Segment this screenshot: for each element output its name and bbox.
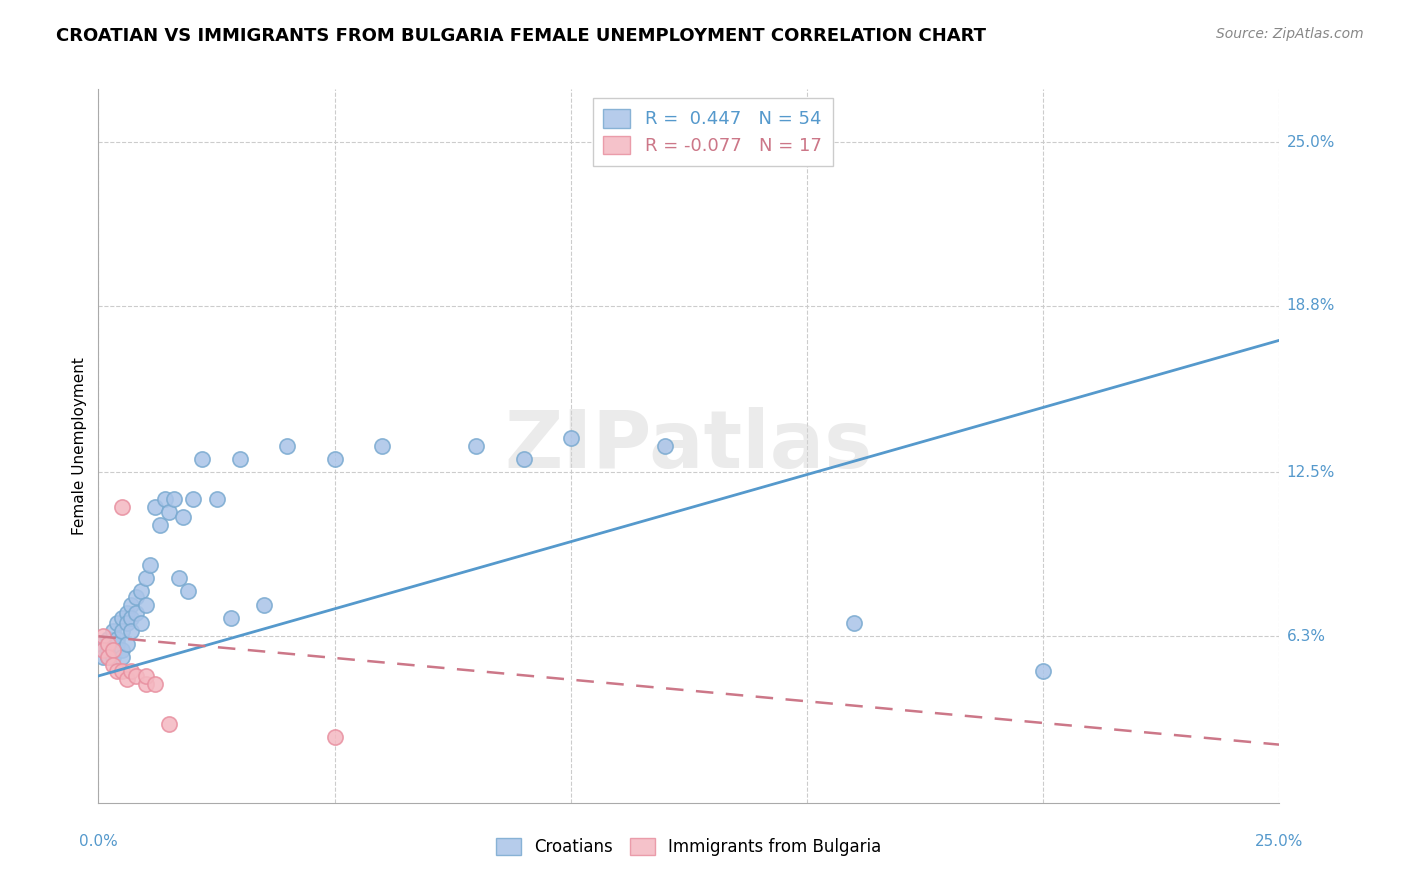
Point: [91, 637, 114, 651]
Point: [97, 650, 120, 665]
Text: Source: ZipAtlas.com: Source: ZipAtlas.com: [1216, 27, 1364, 41]
Point: [129, 584, 152, 599]
Point: [465, 439, 488, 453]
Point: [229, 452, 252, 467]
Point: [111, 650, 134, 665]
Point: [105, 664, 128, 678]
Point: [121, 664, 143, 678]
Point: [157, 716, 180, 731]
Point: [181, 491, 204, 506]
Point: [512, 452, 534, 467]
Point: [101, 637, 124, 651]
Point: [219, 611, 242, 625]
Point: [115, 637, 138, 651]
Point: [111, 624, 134, 638]
Point: [105, 616, 128, 631]
Point: [143, 500, 166, 514]
Point: [149, 518, 172, 533]
Point: [129, 616, 152, 631]
Point: [135, 598, 157, 612]
Point: [654, 439, 676, 453]
Text: 0.0%: 0.0%: [79, 834, 118, 849]
Point: [139, 558, 162, 572]
Point: [115, 606, 138, 620]
Point: [97, 642, 120, 657]
Point: [91, 650, 114, 665]
Y-axis label: Female Unemployment: Female Unemployment: [72, 357, 87, 535]
Point: [135, 677, 157, 691]
Text: 25.0%: 25.0%: [1286, 135, 1334, 150]
Point: [253, 598, 276, 612]
Point: [143, 677, 166, 691]
Point: [101, 624, 124, 638]
Point: [111, 642, 134, 657]
Point: [191, 452, 214, 467]
Point: [105, 637, 128, 651]
Point: [323, 730, 346, 744]
Point: [101, 642, 124, 657]
Point: [111, 500, 134, 514]
Text: 6.3%: 6.3%: [1286, 629, 1326, 644]
Point: [105, 632, 128, 646]
Point: [323, 452, 346, 467]
Point: [101, 650, 124, 665]
Point: [177, 584, 200, 599]
Point: [121, 598, 143, 612]
Point: [97, 650, 120, 665]
Point: [163, 491, 186, 506]
Point: [560, 431, 582, 445]
Point: [125, 590, 148, 604]
Point: [121, 624, 143, 638]
Point: [115, 672, 138, 686]
Point: [115, 616, 138, 631]
Text: 12.5%: 12.5%: [1286, 465, 1334, 480]
Point: [157, 505, 180, 519]
Text: ZIPatlas: ZIPatlas: [505, 407, 873, 485]
Point: [1032, 664, 1054, 678]
Point: [276, 439, 298, 453]
Point: [97, 637, 120, 651]
Point: [97, 637, 120, 651]
Point: [111, 664, 134, 678]
Point: [172, 510, 194, 524]
Point: [167, 571, 190, 585]
Point: [153, 491, 176, 506]
Point: [135, 571, 157, 585]
Point: [91, 642, 114, 657]
Point: [97, 632, 120, 646]
Point: [125, 606, 148, 620]
Text: 18.8%: 18.8%: [1286, 299, 1334, 313]
Point: [111, 611, 134, 625]
Point: [205, 491, 228, 506]
Point: [91, 629, 114, 643]
Point: [121, 611, 143, 625]
Point: [91, 642, 114, 657]
Point: [125, 669, 148, 683]
Point: [371, 439, 394, 453]
Point: [101, 658, 124, 673]
Point: [135, 669, 157, 683]
Point: [844, 616, 866, 631]
Legend: Croatians, Immigrants from Bulgaria: Croatians, Immigrants from Bulgaria: [486, 828, 891, 866]
Point: [101, 642, 124, 657]
Text: 25.0%: 25.0%: [1256, 834, 1303, 849]
Text: CROATIAN VS IMMIGRANTS FROM BULGARIA FEMALE UNEMPLOYMENT CORRELATION CHART: CROATIAN VS IMMIGRANTS FROM BULGARIA FEM…: [56, 27, 986, 45]
